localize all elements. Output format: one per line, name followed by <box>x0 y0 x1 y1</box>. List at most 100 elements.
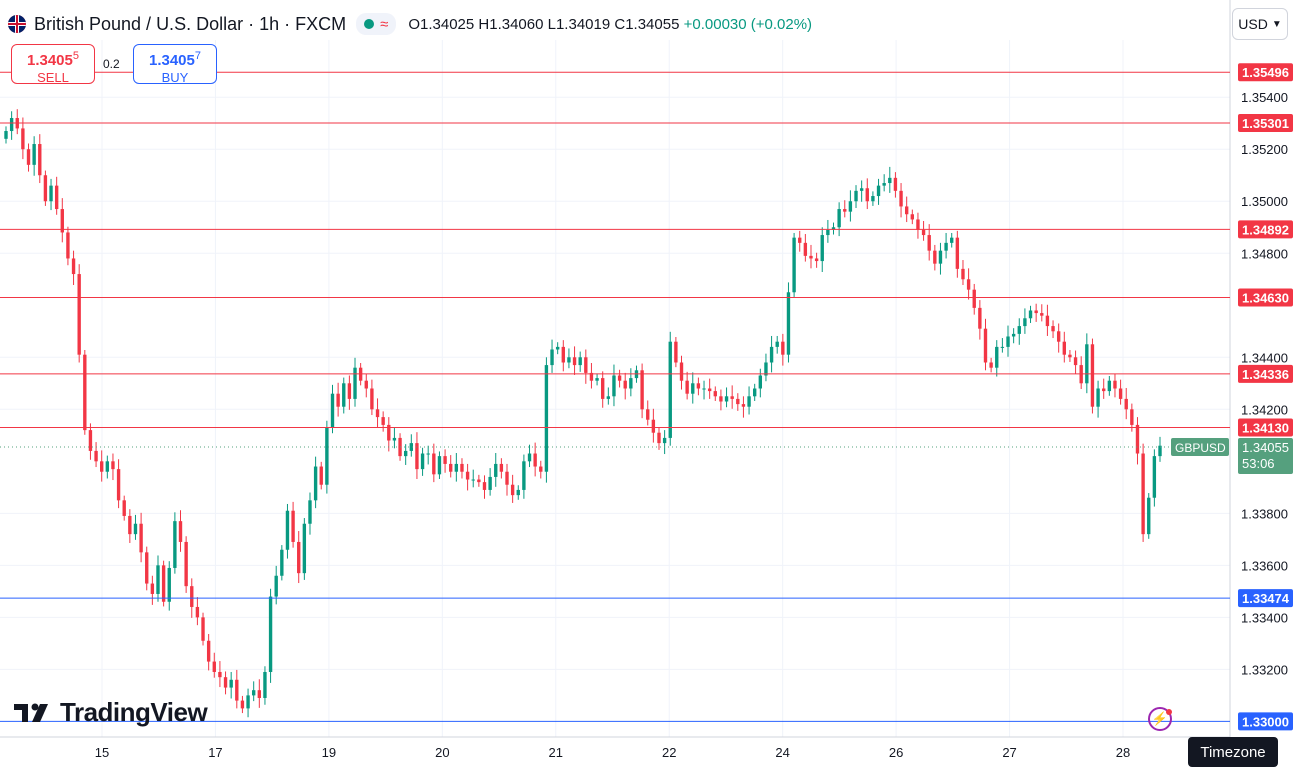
market-status-pill[interactable]: ≈ <box>356 13 397 35</box>
candle <box>510 474 515 503</box>
candle <box>753 383 757 401</box>
candle-body <box>1147 497 1151 535</box>
x-tick-label: 15 <box>95 745 109 760</box>
candle <box>257 679 262 708</box>
candle <box>522 454 526 499</box>
candle <box>364 373 368 398</box>
timezone-button[interactable]: Timezone <box>1188 737 1278 767</box>
candle-body <box>437 456 442 475</box>
candle <box>1017 318 1021 345</box>
candle <box>888 166 892 193</box>
candle-body <box>527 453 532 462</box>
candle <box>173 512 177 574</box>
candle-body <box>465 471 470 480</box>
candle <box>195 597 200 626</box>
candle-body <box>539 466 543 472</box>
candle <box>865 178 869 210</box>
candle-body <box>364 380 368 389</box>
currency-button[interactable]: USD ▼ <box>1232 8 1288 40</box>
candle-body <box>764 362 768 376</box>
candle <box>268 588 273 683</box>
candle-body <box>482 482 487 490</box>
candle-body <box>629 378 633 389</box>
candle-body <box>251 690 256 696</box>
candle <box>1028 305 1033 323</box>
candle <box>950 232 954 248</box>
candle-body <box>206 640 211 662</box>
candle-body <box>826 229 830 236</box>
notification-dot <box>1166 709 1172 715</box>
candle <box>668 331 672 446</box>
candle-body <box>820 235 824 262</box>
candle-body <box>646 409 650 420</box>
sell-button[interactable]: 1.34055 SELL <box>11 44 95 85</box>
candle <box>150 575 155 605</box>
candle <box>1124 387 1128 420</box>
candle <box>623 372 627 400</box>
candle-body <box>696 383 701 389</box>
candle-body <box>1017 326 1021 334</box>
x-tick-label: 26 <box>889 745 903 760</box>
candle <box>330 384 335 434</box>
candle-body <box>218 671 222 678</box>
candle <box>859 180 864 202</box>
candles <box>4 109 1162 718</box>
candle <box>313 456 318 509</box>
candle <box>403 444 408 465</box>
candle-body <box>809 255 813 259</box>
candle-body <box>724 396 729 402</box>
candle <box>657 426 661 450</box>
candle <box>21 117 25 160</box>
tradingview-logo[interactable]: TradingView <box>14 697 208 728</box>
horizontal-levels[interactable]: 1.35496 1.35301 1.34892 1.34630 1.34336 1.341… <box>0 63 1293 731</box>
candle <box>223 671 228 695</box>
candle <box>426 445 430 465</box>
candle-body <box>899 190 903 207</box>
candle <box>499 458 504 479</box>
candle-body <box>387 424 391 441</box>
candle <box>1073 350 1078 374</box>
candle <box>719 389 723 411</box>
candle <box>876 178 881 205</box>
candle <box>94 442 98 468</box>
buy-button[interactable]: 1.34057 BUY <box>133 44 217 85</box>
candle <box>145 546 149 591</box>
candle <box>606 387 611 405</box>
candle-body <box>1000 346 1005 348</box>
candle <box>437 451 442 480</box>
candle <box>539 460 543 479</box>
candle-body <box>454 463 459 472</box>
candle-body <box>223 677 228 688</box>
candle-body <box>77 274 81 355</box>
buy-price: 1.34057 <box>134 48 216 69</box>
candle <box>392 428 397 449</box>
candle <box>100 450 104 482</box>
candle-body <box>1124 398 1128 410</box>
candle <box>837 202 841 237</box>
symbol-title[interactable]: British Pound / U.S. Dollar · 1h · FXCM <box>34 13 347 34</box>
candle-body <box>353 367 357 399</box>
flash-icon[interactable]: ⚡ <box>1148 707 1172 731</box>
candle <box>1034 303 1038 322</box>
candle-body <box>43 175 48 202</box>
candle-body <box>420 453 425 470</box>
level-tag <box>1238 288 1293 307</box>
candle-body <box>342 383 346 407</box>
candle-body <box>927 235 931 251</box>
candle-body <box>1006 336 1010 347</box>
last-price-label: 1.34055 <box>1242 440 1289 455</box>
candle-body <box>100 461 104 472</box>
candle-body <box>561 346 565 363</box>
candle-body <box>888 177 892 184</box>
candle-body <box>297 541 301 574</box>
candle <box>848 190 853 222</box>
candle <box>375 398 380 427</box>
candle-body <box>640 370 644 410</box>
candle-body <box>54 185 59 210</box>
candle <box>662 430 667 455</box>
x-tick-label: 24 <box>775 745 789 760</box>
candle-body <box>190 586 194 607</box>
candle <box>319 461 323 490</box>
candle-body <box>691 383 695 394</box>
